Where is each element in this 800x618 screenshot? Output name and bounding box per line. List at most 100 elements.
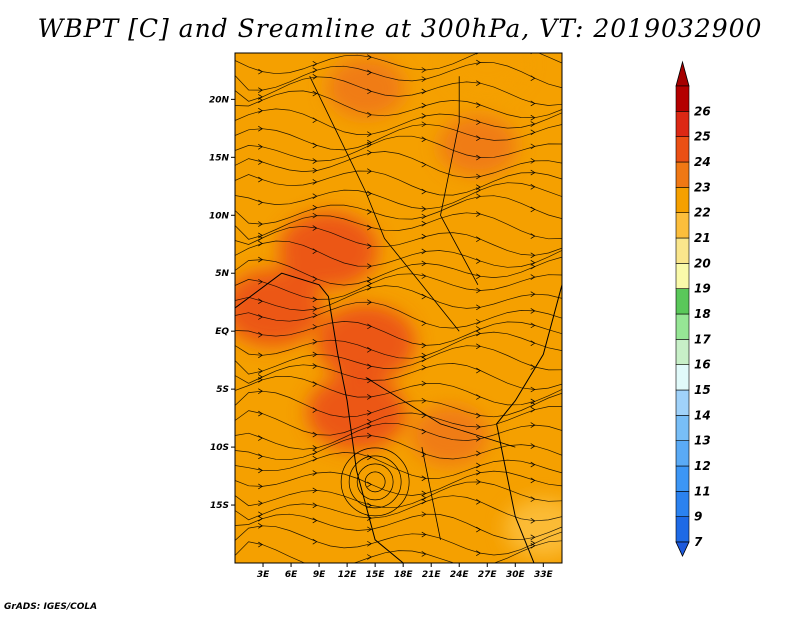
streamline-arrow [312, 142, 318, 149]
field-patch [410, 405, 489, 466]
streamline-arrow [367, 139, 372, 146]
streamline-arrow [476, 304, 481, 311]
x-tick-label: 21E [422, 570, 442, 580]
streamline-arrow [421, 293, 427, 300]
streamline [235, 321, 562, 346]
x-tick-label: 9E [313, 570, 326, 580]
streamline-arrow [476, 450, 481, 457]
streamline-arrow [258, 97, 263, 104]
streamline-arrow [367, 363, 372, 370]
streamline-arrow [258, 298, 263, 305]
streamline-arrow [367, 88, 372, 95]
colorbar-label: 7 [694, 535, 703, 549]
streamline-arrow [258, 199, 263, 206]
x-tick-label: 24E [450, 570, 470, 580]
streamline-arrow [367, 168, 372, 175]
colorbar-swatch [675, 364, 690, 391]
streamline-arrow [530, 398, 536, 405]
streamline-arrow [312, 73, 318, 80]
streamline [235, 212, 562, 240]
streamline-arrow [476, 193, 481, 200]
colorbar-under-triangle [675, 541, 690, 557]
field-patch [438, 115, 517, 176]
streamline-arrow [312, 538, 318, 545]
streamline-arrow [530, 259, 536, 266]
streamline-arrow [530, 443, 536, 449]
streamline-arrow [367, 69, 372, 76]
streamline-vortex [356, 463, 394, 501]
streamline-arrow [258, 232, 263, 239]
streamline-arrow [258, 68, 263, 75]
streamline-arrow [476, 287, 481, 294]
streamline-arrow [258, 541, 263, 548]
streamline-arrow [367, 131, 372, 138]
x-tick-label: 27E [478, 570, 498, 580]
streamline-arrow [421, 76, 427, 82]
streamline-arrow [313, 564, 317, 569]
streamline-arrow [476, 102, 481, 108]
colorbar-label: 13 [694, 434, 711, 448]
streamline-arrow [367, 346, 372, 353]
streamline-arrow [367, 141, 372, 148]
y-tick-label: 5N [215, 269, 229, 279]
streamline [235, 390, 562, 418]
y-tick-label: 10N [209, 211, 230, 221]
streamline [235, 182, 562, 210]
streamline [235, 345, 562, 375]
streamline-arrow [312, 517, 318, 524]
streamline-arrow [421, 428, 427, 435]
streamline [235, 76, 562, 106]
streamline-arrow [421, 113, 427, 119]
streamline-arrow [530, 75, 536, 81]
streamline [235, 495, 562, 522]
streamline-arrow [476, 479, 481, 485]
streamline-arrow [312, 455, 318, 462]
streamline-arrow [258, 453, 263, 460]
streamline-arrow [367, 209, 372, 215]
streamline-arrow [312, 487, 318, 494]
streamline-arrow [312, 193, 318, 200]
streamline [235, 151, 562, 178]
streamline-arrow [367, 284, 372, 291]
colorbar-swatch [675, 313, 690, 340]
colorbar-label: 20 [694, 256, 711, 270]
streamline-arrow [476, 273, 481, 280]
colorbar-swatch [675, 491, 690, 517]
streamline-arrow [530, 364, 536, 370]
y-tick-label: 5S [216, 385, 229, 395]
plot-area [235, 53, 562, 569]
streamline [235, 406, 562, 436]
streamline-arrow [476, 119, 481, 126]
streamline-arrow [530, 518, 536, 524]
streamline [235, 135, 562, 162]
streamline-arrow [312, 90, 318, 97]
streamline [235, 375, 562, 406]
streamline [235, 90, 562, 119]
streamline-arrow [530, 534, 536, 541]
streamline-arrow [530, 461, 536, 468]
field-patches [235, 53, 562, 559]
border-line [440, 76, 479, 285]
streamline-arrow [312, 363, 318, 369]
streamline-arrow [421, 102, 427, 109]
streamlines [235, 53, 562, 569]
streamline-arrow [258, 314, 263, 320]
streamline-arrow [421, 260, 427, 267]
streamline [235, 240, 562, 268]
streamline-arrow [530, 477, 536, 484]
streamline-arrow [367, 515, 372, 521]
streamline-arrow [476, 394, 481, 400]
streamline-vortex [340, 447, 410, 517]
streamline-arrow [258, 278, 263, 285]
colorbar-label: 19 [694, 282, 711, 296]
streamline-arrow [421, 213, 427, 220]
streamline-arrow [476, 211, 481, 217]
streamline-arrow [421, 356, 427, 363]
streamline-arrow [312, 445, 318, 451]
x-tick-label: 6E [285, 570, 298, 580]
streamline-arrow [530, 169, 536, 176]
streamline-arrow [421, 233, 427, 240]
streamline-arrow [476, 412, 481, 419]
streamline-arrow [476, 330, 481, 337]
colorbar-swatch [675, 465, 690, 492]
